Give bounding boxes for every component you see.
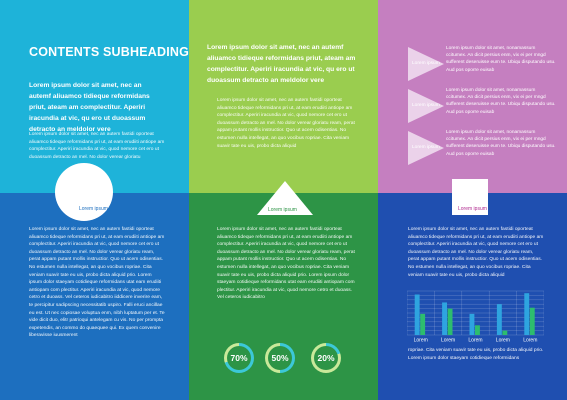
donut-value: 20% — [317, 353, 335, 363]
arrow-item-text: Lorem ipsum dolor sit amet, nonamassum c… — [446, 46, 556, 73]
arrow-shape — [408, 89, 444, 123]
bar-chart: Lorem Lorem Lorem Lorem Lorem — [407, 290, 544, 344]
arrow-item-text: Lorem ipsum dolor sit amet, nonamassum c… — [446, 130, 556, 157]
donut-value: 70% — [230, 353, 248, 363]
chart-bar — [529, 307, 535, 335]
chart-bar — [420, 313, 426, 335]
chart-bar — [442, 302, 447, 335]
chart-tick-label: Lorem — [441, 338, 455, 344]
triangle-badge-label: Lorem ipsum — [268, 207, 297, 213]
donut-hole — [227, 346, 251, 370]
donut-hole — [268, 346, 292, 370]
donut-value: 50% — [271, 353, 289, 363]
bottom-center-body-text: Lorem ipsum dolor sit amet, nec an autem… — [217, 227, 355, 301]
bottom-right-body-text: Lorem ipsum dolor sit amet, nec an autem… — [408, 227, 544, 278]
arrow-label: Lorem ipsum — [412, 61, 440, 66]
chart-tick-label: Lorem — [414, 338, 428, 344]
arrow-label: Lorem ipsum — [412, 103, 440, 108]
chart-bar — [524, 293, 530, 335]
chart-tick-label: Lorem — [468, 338, 482, 344]
chart-bar — [447, 308, 453, 335]
chart-bar — [496, 304, 502, 335]
arrow-label: Lorem ipsum — [412, 145, 440, 150]
donut-chart-70: 70% — [224, 343, 254, 373]
chart-bar — [469, 313, 475, 335]
chart-bar — [414, 294, 420, 335]
chart-tick-label: Lorem — [523, 338, 537, 344]
chart-bar — [475, 325, 480, 335]
donut-chart-50: 50% — [265, 343, 295, 373]
donut-hole — [314, 346, 338, 370]
donut-chart-20: 20% — [311, 343, 341, 373]
arrow-shape — [408, 47, 444, 81]
triangle-shape — [257, 181, 313, 215]
square-badge-label: Lorem ipsum — [458, 206, 487, 212]
chart-bar — [502, 330, 508, 335]
top-left-lead-text: Lorem ipsum dolor sit amet, nec an autem… — [29, 82, 150, 133]
top-left-body-text: Lorem ipsum dolor sit amet, nec an autem… — [29, 132, 165, 160]
top-center-body-text: Lorem ipsum dolor sit amet, nec an autem… — [217, 98, 355, 149]
panel-bottom-left — [0, 193, 189, 400]
top-center-lead-text: Lorem ipsum dolor sit amet, nec an autem… — [207, 44, 356, 84]
chart-tick-label: Lorem — [496, 338, 510, 344]
circle-badge-label: Lorem ipsum — [79, 206, 108, 212]
square-shape — [452, 179, 488, 215]
panel-bottom-right — [378, 193, 567, 400]
arrow-shape — [408, 131, 444, 165]
circle-shape — [55, 163, 113, 221]
chart-caption-text: ropriae. Cita veniam suavir tate eu uis,… — [408, 348, 544, 361]
panel-top-center — [189, 0, 378, 193]
arrow-item-text: Lorem ipsum dolor sit amet, nonamassum c… — [446, 88, 556, 115]
contents-subheading: CONTENTS SUBHEADING — [29, 45, 190, 59]
bottom-left-body-text: Lorem ipsum dolor sit amet, nec an autem… — [29, 227, 165, 339]
panel-top-left — [0, 0, 189, 193]
